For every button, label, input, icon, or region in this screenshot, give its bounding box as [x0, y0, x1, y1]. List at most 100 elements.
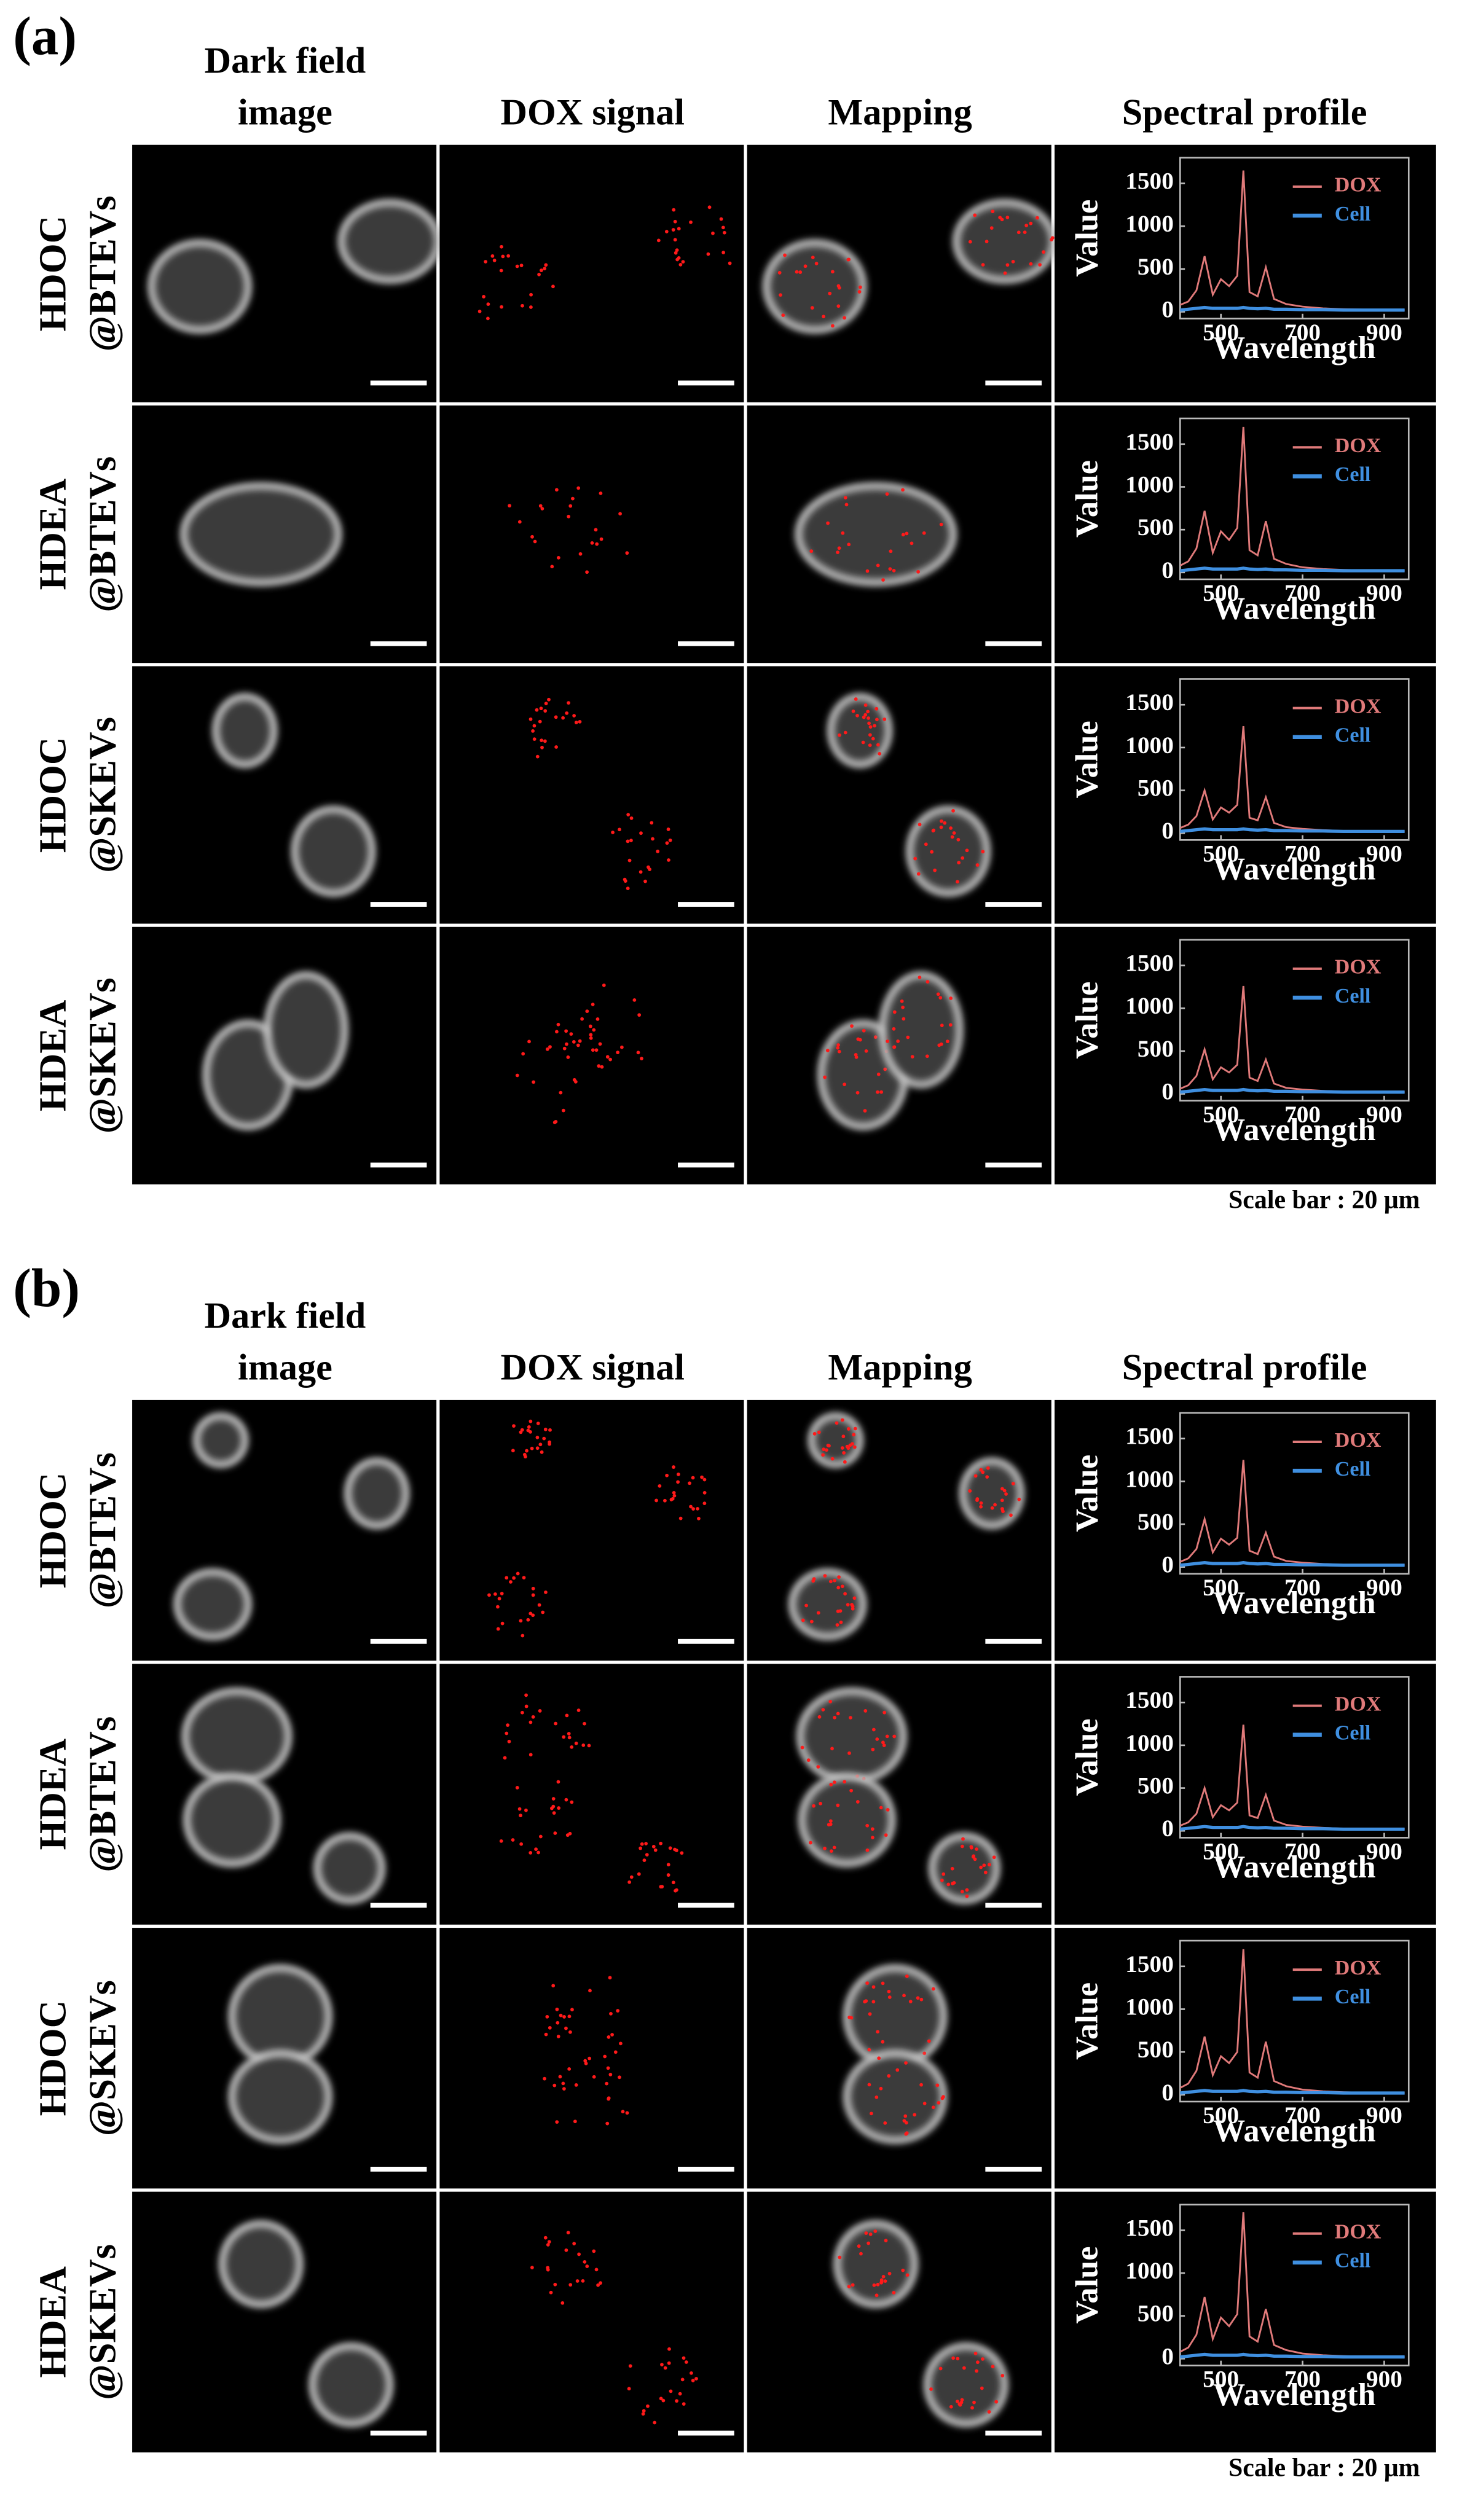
cell-body: [792, 1572, 863, 1637]
dox-dot: [543, 2236, 548, 2240]
dox-dot: [658, 1484, 662, 1488]
dox-dot: [1035, 216, 1039, 220]
dox-dot: [555, 1030, 559, 1034]
dox-dot: [938, 2366, 943, 2371]
dox-dot: [876, 1072, 881, 1076]
dox-dot: [835, 1421, 839, 1425]
row-label-carrier: @BTEVs: [81, 1716, 124, 1872]
dox-dot: [1000, 2374, 1005, 2377]
dox-dot: [937, 2101, 941, 2105]
dox-dot: [583, 1721, 586, 1726]
dox-dot: [564, 2026, 568, 2030]
dox-dot: [924, 842, 928, 847]
dox-dot: [524, 1693, 528, 1697]
dox-dot: [500, 245, 503, 249]
plot-frame: [1179, 2204, 1410, 2366]
y-tick-label: 1000: [1125, 1730, 1174, 1756]
dox-dot: [576, 1708, 581, 1712]
dox-dot: [537, 1603, 541, 1607]
dox-dot: [837, 1049, 841, 1054]
dox-dot: [551, 284, 555, 289]
dox-dot: [854, 697, 858, 701]
dox-dot: [505, 1731, 509, 1735]
dox-dot: [809, 1841, 812, 1845]
column-header: image: [238, 1347, 332, 1388]
dox-dot: [690, 2371, 693, 2375]
dox-dot: [929, 2387, 933, 2391]
dox-dot: [843, 1592, 847, 1596]
dox-dot: [984, 240, 989, 244]
dox-dot: [951, 1882, 954, 1885]
dox-dot: [816, 1765, 820, 1769]
y-tick-label: 0: [1161, 1552, 1174, 1578]
dox-dot: [599, 2281, 602, 2285]
dox-dot: [640, 1057, 643, 1061]
y-axis-label: Value: [1069, 460, 1105, 538]
dox-dot: [562, 2015, 566, 2019]
dox-dot: [871, 737, 875, 741]
dox-dot: [559, 2013, 563, 2017]
dox-dot: [620, 1045, 624, 1049]
plot-frame: [1179, 678, 1410, 841]
image-background: [439, 1664, 744, 1925]
dox-dot: [873, 724, 877, 728]
dox-dot: [892, 1734, 897, 1739]
dox-dot: [562, 1735, 566, 1739]
dox-dot: [506, 254, 511, 258]
cell-membrane: [291, 806, 375, 897]
dox-dot: [1011, 1482, 1015, 1485]
dox-dot: [691, 1507, 695, 1511]
dox-dot: [645, 1853, 649, 1857]
dox-dot: [623, 879, 627, 883]
spectrum-line: [1180, 2089, 1405, 2095]
dox-dot: [511, 1838, 515, 1842]
dox-dot: [902, 1017, 906, 1021]
dox-dot: [521, 1052, 525, 1056]
dox-dot: [901, 488, 905, 492]
dox-dot: [843, 316, 846, 320]
dox-dot: [529, 717, 533, 721]
dox-dot: [594, 1048, 599, 1052]
x-tick-label: 700: [1284, 1839, 1321, 1865]
dox-dot: [935, 2083, 940, 2088]
dox-dot: [531, 729, 535, 733]
dox-dot: [526, 1618, 530, 1622]
dox-dot: [478, 310, 482, 313]
dox-dot: [979, 1505, 983, 1509]
dox-dot: [527, 1039, 531, 1044]
dox-dot: [867, 721, 871, 726]
x-tick-label: 500: [1203, 841, 1239, 867]
dox-dot: [626, 886, 630, 890]
dox-dot: [543, 709, 548, 713]
dox-dot: [865, 1848, 870, 1852]
dox-dot: [588, 1989, 592, 1993]
dox-dot: [519, 1619, 523, 1623]
dox-dot: [561, 716, 565, 720]
dox-dot: [626, 839, 630, 843]
dox-dot: [1009, 1513, 1013, 1517]
dox-dot: [857, 2244, 861, 2248]
dox-dot: [677, 227, 681, 231]
dox-dot: [809, 549, 814, 554]
image-background: [439, 666, 744, 924]
dox-signal-image: [439, 1928, 744, 2189]
legend-label: Cell: [1335, 2250, 1371, 2272]
dox-dot: [484, 260, 487, 264]
dox-dot: [519, 1430, 523, 1434]
dox-dot: [591, 1048, 595, 1052]
dox-dot: [538, 1834, 543, 1839]
cell-body: [216, 697, 274, 765]
dox-dot: [1002, 1489, 1007, 1493]
dox-dot: [522, 1576, 526, 1579]
dox-dot: [587, 1743, 591, 1748]
dox-dot: [905, 2273, 910, 2277]
dox-dot: [500, 1592, 504, 1595]
cell-body: [800, 1691, 903, 1782]
dox-dot: [570, 2008, 574, 2012]
y-axis-label: Value: [1069, 2246, 1105, 2323]
dox-dot: [515, 1786, 519, 1790]
column-header: Mapping: [828, 92, 972, 133]
dox-dot: [883, 2121, 887, 2125]
mapping-image: [747, 405, 1051, 663]
dox-dot: [524, 1704, 529, 1708]
